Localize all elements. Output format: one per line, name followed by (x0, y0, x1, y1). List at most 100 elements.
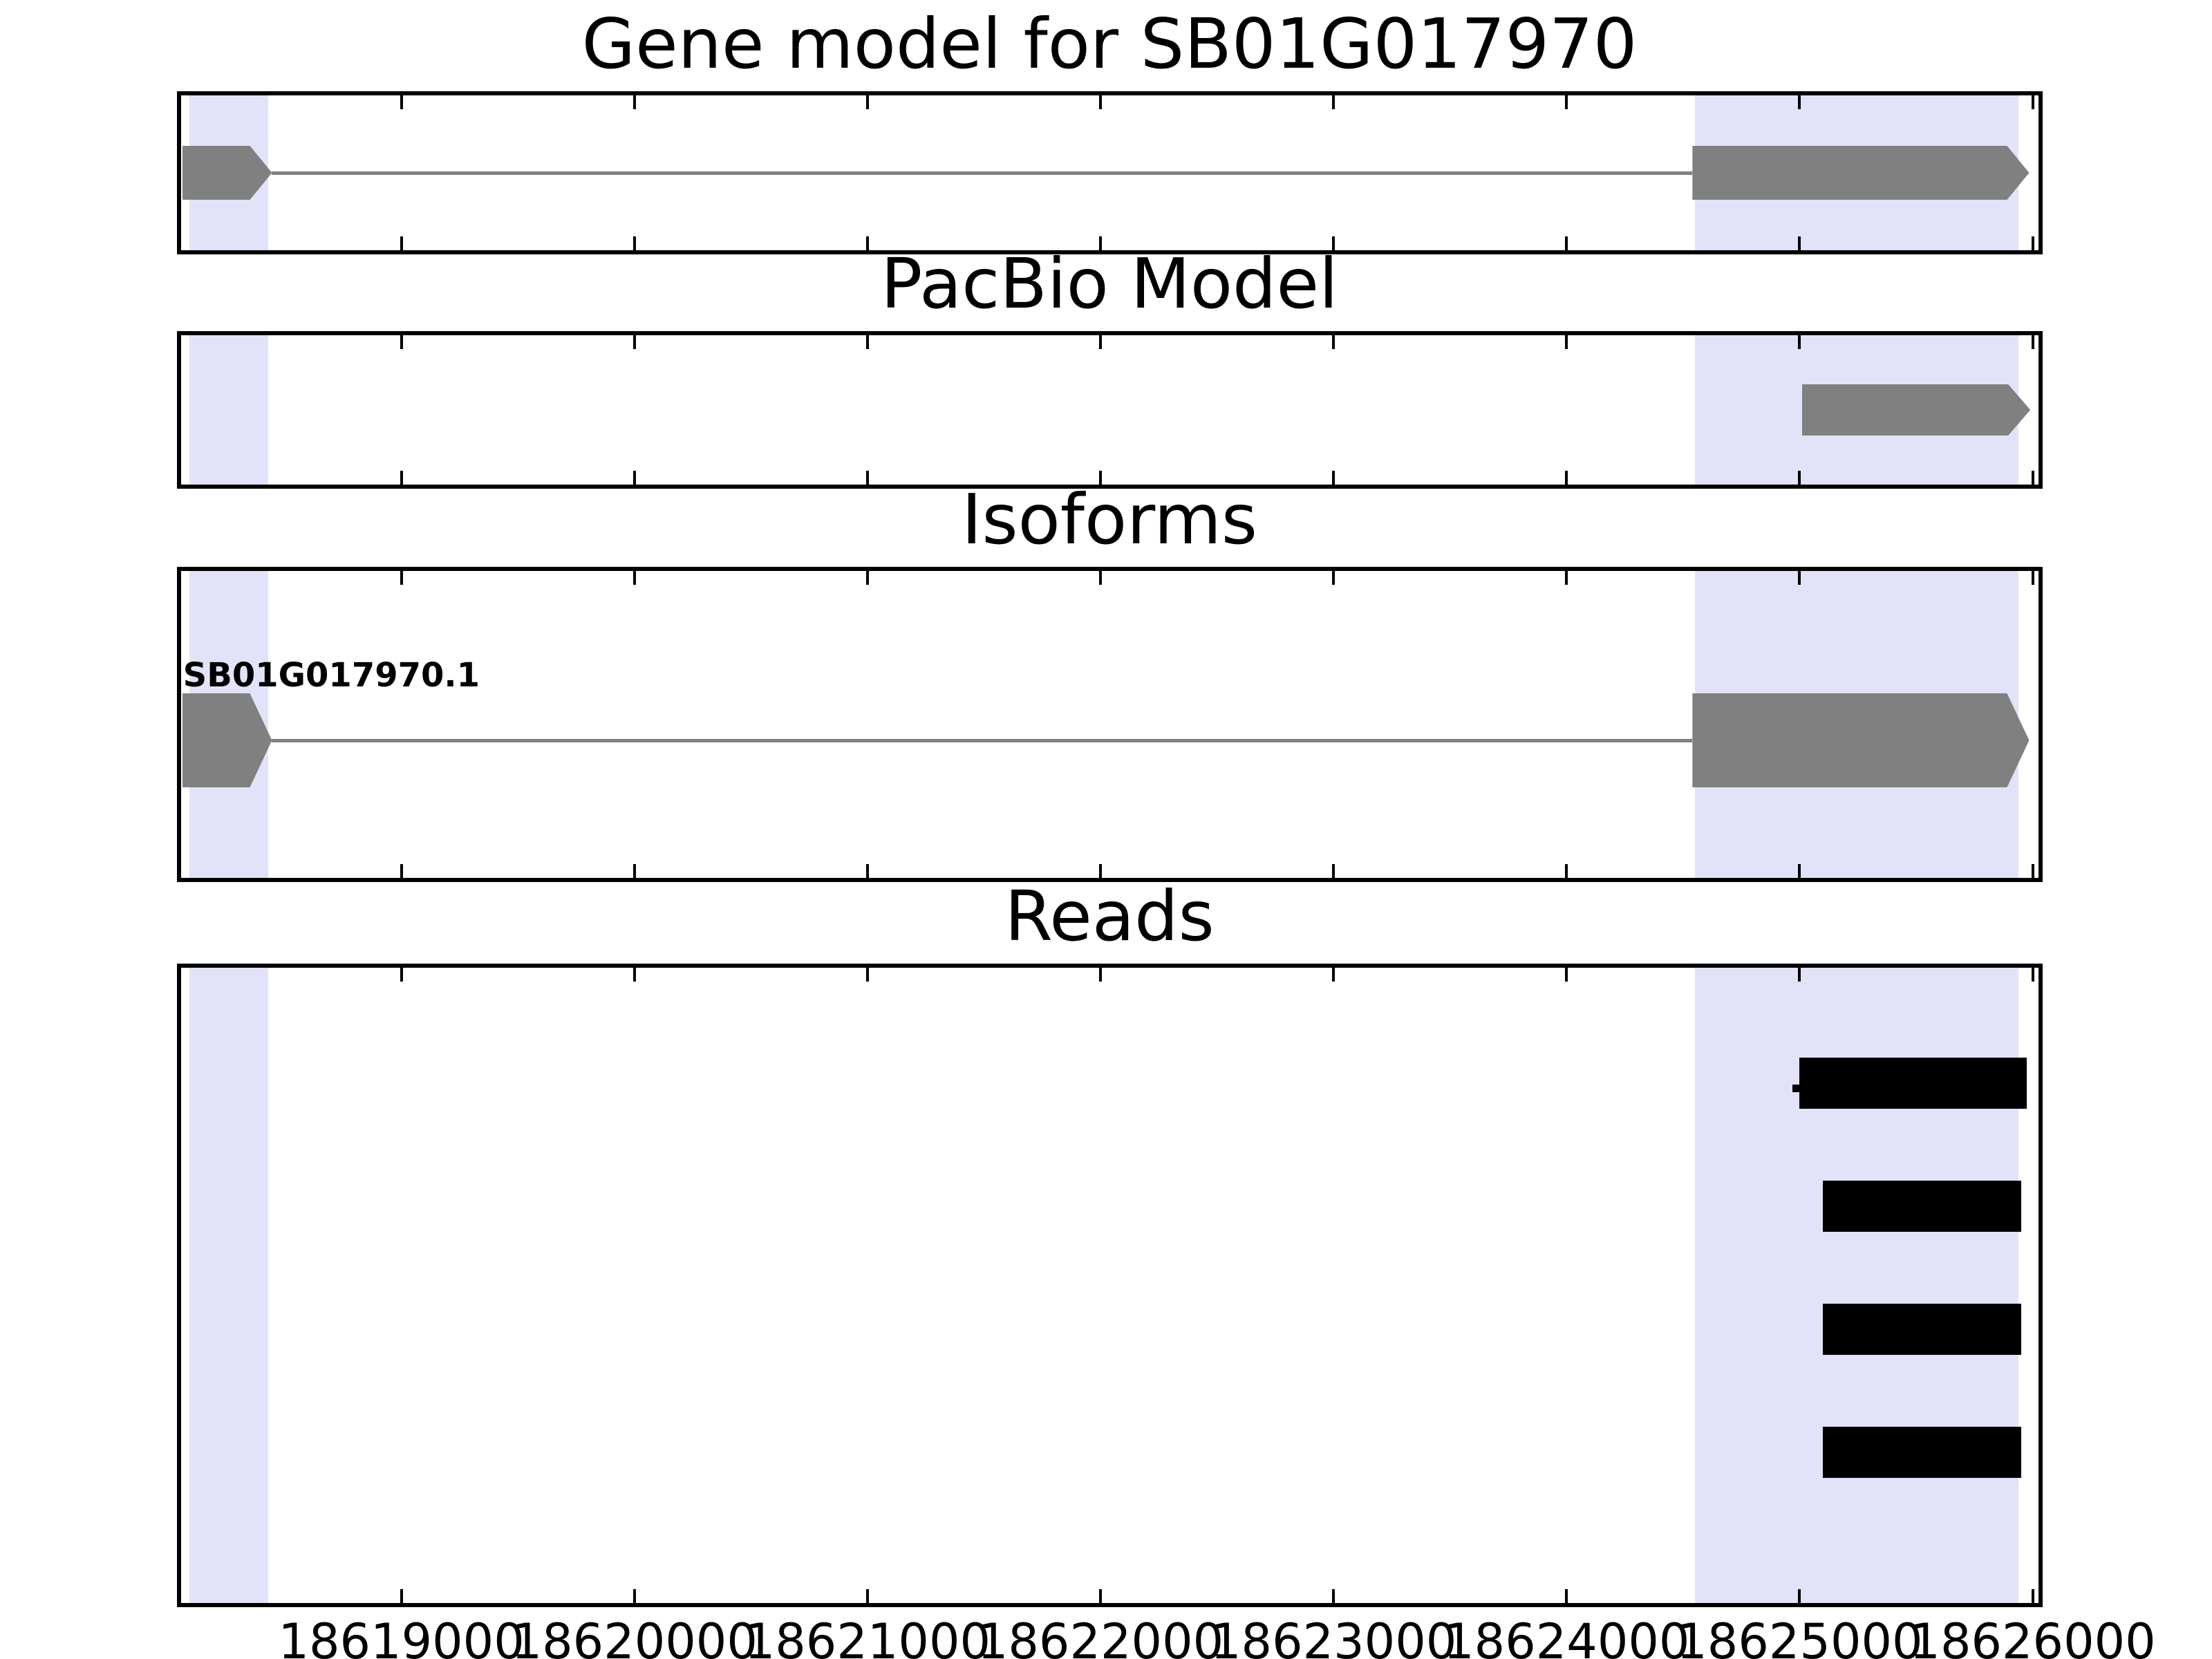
axis-tick (1798, 864, 1801, 878)
axis-tick (1332, 1589, 1335, 1603)
exon-arrow (182, 693, 272, 787)
axis-tick (400, 571, 403, 585)
axis-tick (865, 571, 869, 585)
isoform-label: SB01G017970.1 (182, 656, 480, 695)
axis-tick (1099, 335, 1102, 349)
read-bar (1823, 1427, 2021, 1478)
axis-tick (632, 236, 636, 250)
axis-tick (400, 1589, 403, 1603)
axis-tick (2031, 335, 2034, 349)
axis-tick (2031, 236, 2034, 250)
axis-tick (1565, 335, 1568, 349)
axis-tick (632, 471, 636, 485)
axis-tick (2031, 571, 2034, 585)
axis-tick (865, 335, 869, 349)
axis-tick (1798, 95, 1801, 109)
axis-tick (865, 95, 869, 109)
axis-tick (1099, 968, 1102, 982)
axis-tick (1798, 1589, 1801, 1603)
exon-arrow (1692, 146, 2029, 200)
x-tick-label: 18626000 (1909, 1613, 2156, 1659)
reads-panel (177, 964, 2043, 1607)
axis-tick (2031, 1589, 2034, 1603)
axis-tick (1798, 471, 1801, 485)
highlight-region (189, 968, 269, 1603)
axis-tick (1332, 864, 1335, 878)
axis-tick (1099, 864, 1102, 878)
axis-tick (1332, 571, 1335, 585)
axis-tick (2031, 471, 2034, 485)
reads-panel-title: Reads (1004, 876, 1215, 957)
isoforms-panel: SB01G017970.1 (177, 567, 2043, 882)
read-start-nub (1792, 1085, 1801, 1092)
axis-tick (1798, 571, 1801, 585)
axis-tick (1565, 571, 1568, 585)
intron-line (272, 171, 1693, 175)
axis-tick (865, 236, 869, 250)
axis-tick (400, 471, 403, 485)
axis-tick (1099, 236, 1102, 250)
axis-tick (865, 864, 869, 878)
axis-tick (865, 471, 869, 485)
intron-line (272, 738, 1693, 742)
x-tick-label: 18619000 (278, 1613, 525, 1659)
axis-tick (1565, 864, 1568, 878)
highlight-region (189, 335, 269, 485)
x-tick-label: 18620000 (511, 1613, 758, 1659)
axis-tick (632, 864, 636, 878)
gene-model-panel-body (181, 95, 2038, 250)
axis-tick (1798, 236, 1801, 250)
axis-tick (632, 968, 636, 982)
axis-tick (1099, 1589, 1102, 1603)
pacbio-panel-body (181, 335, 2038, 485)
x-tick-label: 18621000 (744, 1613, 991, 1659)
axis-tick (2031, 968, 2034, 982)
axis-tick (1332, 335, 1335, 349)
exon-arrow (1802, 384, 2030, 435)
axis-tick (1332, 95, 1335, 109)
axis-tick (1099, 571, 1102, 585)
gene-model-panel (177, 91, 2043, 254)
pacbio-panel-title: PacBio Model (881, 243, 1338, 324)
axis-tick (1099, 95, 1102, 109)
axis-tick (1332, 236, 1335, 250)
exon-arrow (1692, 693, 2029, 787)
axis-tick (632, 1589, 636, 1603)
read-bar (1823, 1304, 2021, 1355)
read-bar (1799, 1058, 2027, 1109)
isoforms-panel-title: Isoforms (961, 479, 1258, 560)
axis-tick (632, 95, 636, 109)
axis-tick (400, 236, 403, 250)
read-bar (1823, 1181, 2021, 1232)
axis-tick (1332, 968, 1335, 982)
axis-tick (1332, 471, 1335, 485)
pacbio-panel (177, 331, 2043, 489)
axis-tick (1565, 95, 1568, 109)
axis-tick (1099, 471, 1102, 485)
axis-tick (1798, 968, 1801, 982)
axis-tick (1565, 471, 1568, 485)
axis-tick (1565, 1589, 1568, 1603)
axis-tick (865, 1589, 869, 1603)
axis-tick (400, 864, 403, 878)
isoforms-panel-body: SB01G017970.1 (181, 571, 2038, 878)
axis-tick (2031, 864, 2034, 878)
axis-tick (400, 335, 403, 349)
axis-tick (865, 968, 869, 982)
axis-tick (632, 571, 636, 585)
x-tick-label: 18623000 (1210, 1613, 1457, 1659)
axis-tick (1798, 335, 1801, 349)
axis-tick (632, 335, 636, 349)
reads-panel-body (181, 968, 2038, 1603)
axis-tick (1565, 968, 1568, 982)
axis-tick (400, 95, 403, 109)
axis-tick (1565, 236, 1568, 250)
x-tick-label: 18624000 (1443, 1613, 1690, 1659)
axis-tick (2031, 95, 2034, 109)
x-tick-label: 18622000 (977, 1613, 1224, 1659)
exon-arrow (182, 146, 272, 200)
x-tick-label: 18625000 (1676, 1613, 1923, 1659)
gene-model-panel-title: Gene model for SB01G017970 (581, 3, 1638, 84)
